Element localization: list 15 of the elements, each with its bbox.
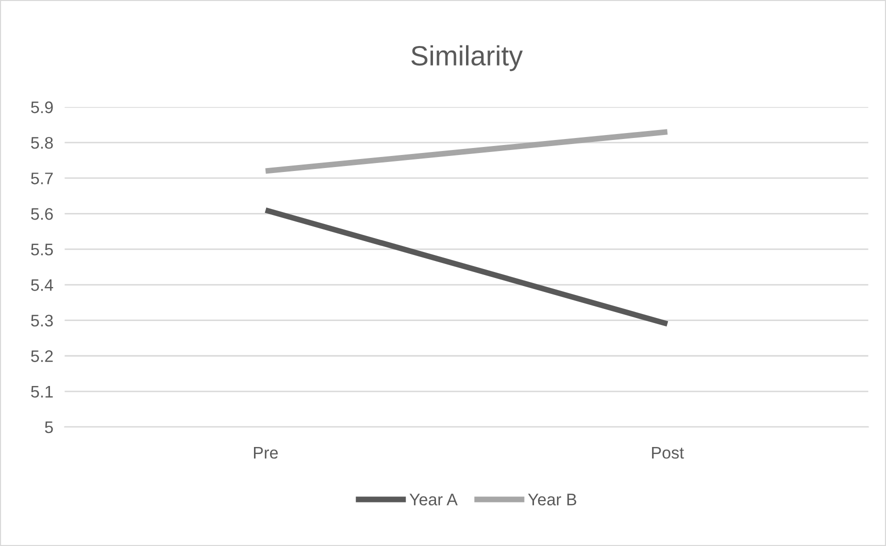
y-tick-label: 5.8 (31, 136, 53, 149)
legend-label: Year B (528, 494, 576, 506)
y-tick-label: 5.1 (31, 386, 53, 398)
x-tick-label: Pre (254, 447, 278, 459)
y-tick-label: 5.7 (31, 172, 53, 184)
y-tick-label: 5.4 (31, 279, 54, 291)
legend-label: Year A (410, 494, 458, 506)
y-tick-label: 5.5 (31, 244, 53, 256)
y-tick-label: 5.3 (31, 314, 53, 327)
y-tick-label: 5.2 (31, 350, 53, 362)
chart-title: Similarity (411, 45, 523, 72)
x-tick-label: Post (652, 447, 684, 459)
y-tick-label: 5.9 (31, 101, 53, 114)
y-tick-label: 5.6 (31, 208, 53, 220)
y-tick-label: 5 (44, 422, 53, 434)
